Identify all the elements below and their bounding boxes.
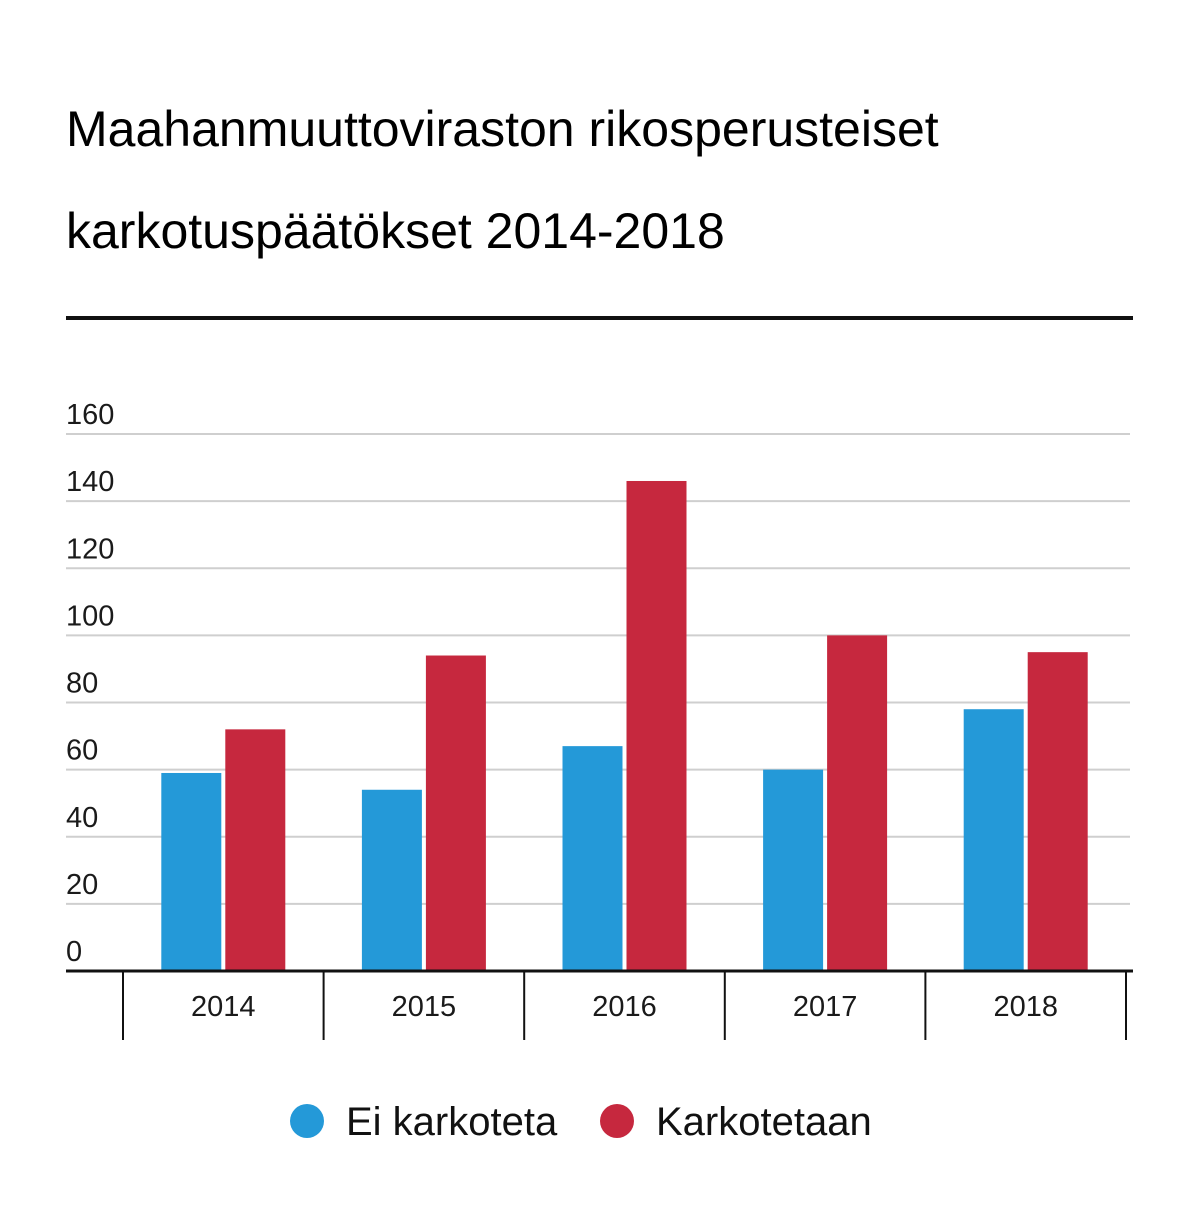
bar-karkotetaan-2017 — [827, 635, 888, 971]
bar-ei-karkoteta-2015 — [361, 789, 422, 971]
legend-label-ei-karkoteta: Ei karkoteta — [346, 1100, 558, 1144]
y-tick-label-160: 160 — [66, 399, 114, 431]
category-separators — [122, 971, 1127, 1040]
y-tick-label-100: 100 — [66, 600, 114, 632]
y-axis-ticks: 0 20 40 60 80 100 120 140 160 — [66, 399, 114, 968]
legend-marker-ei-karkoteta — [290, 1104, 324, 1138]
y-tick-label-40: 40 — [66, 802, 98, 834]
x-tick-label-2016: 2016 — [592, 991, 657, 1023]
x-tick-label-2015: 2015 — [392, 991, 457, 1023]
y-tick-label-120: 120 — [66, 533, 114, 565]
bars — [161, 480, 1088, 971]
x-axis-labels: 2014 2015 2016 2017 2018 — [191, 991, 1058, 1023]
y-tick-label-80: 80 — [66, 668, 98, 700]
y-tick-label-0: 0 — [66, 936, 82, 968]
x-tick-label-2017: 2017 — [793, 991, 858, 1023]
y-tick-label-20: 20 — [66, 869, 98, 901]
y-tick-label-140: 140 — [66, 466, 114, 498]
x-tick-label-2014: 2014 — [191, 991, 256, 1023]
bar-ei-karkoteta-2014 — [161, 772, 222, 971]
bar-karkotetaan-2015 — [425, 655, 486, 971]
bar-karkotetaan-2016 — [626, 480, 687, 971]
chart-title-line-2: karkotuspäätökset 2014-2018 — [66, 203, 725, 259]
bar-ei-karkoteta-2016 — [562, 746, 623, 971]
bar-karkotetaan-2018 — [1027, 652, 1088, 971]
x-tick-label-2018: 2018 — [993, 991, 1058, 1023]
chart-title-line-1: Maahanmuuttoviraston rikosperusteiset — [66, 101, 939, 157]
legend-marker-karkotetaan — [600, 1104, 634, 1138]
bar-ei-karkoteta-2017 — [763, 769, 824, 971]
legend: Ei karkoteta Karkotetaan — [290, 1100, 872, 1144]
bar-ei-karkoteta-2018 — [963, 709, 1024, 971]
bar-karkotetaan-2014 — [225, 729, 286, 971]
y-tick-label-60: 60 — [66, 735, 98, 767]
legend-label-karkotetaan: Karkotetaan — [656, 1100, 872, 1144]
